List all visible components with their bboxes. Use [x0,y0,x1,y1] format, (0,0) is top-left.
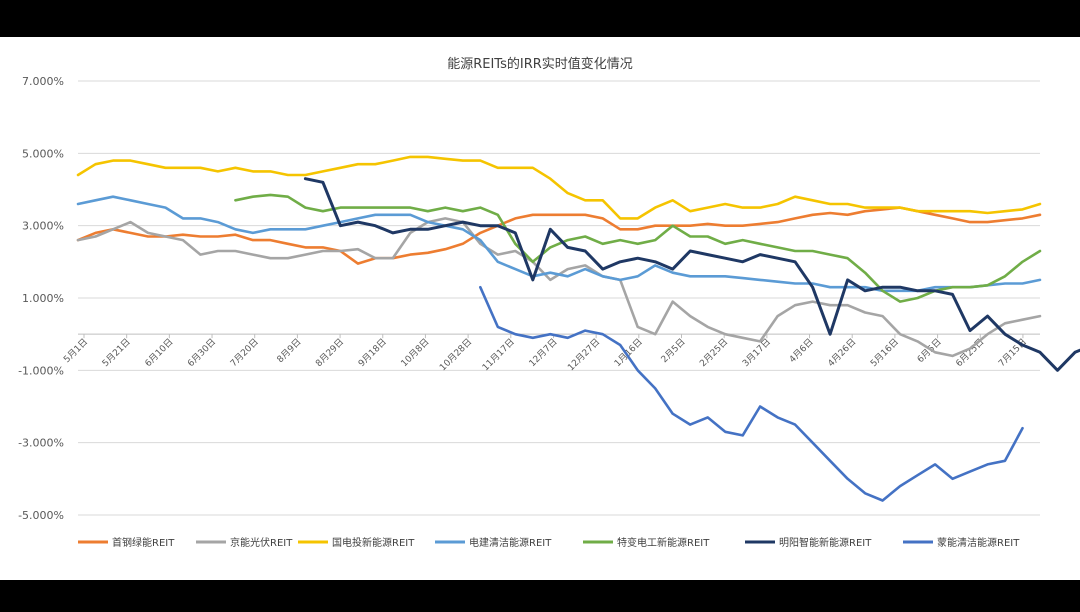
y-tick-label: -3.000% [18,437,64,450]
x-tick-label: 5月16日 [868,337,901,370]
series-line [76,195,1042,293]
x-tick-label: 7月20日 [228,337,261,370]
x-tick-label: 7月15日 [996,337,1029,370]
x-tick-label: 9月18日 [356,337,389,370]
legend-label: 首钢绿能REIT [112,536,175,549]
x-tick-label: 12月7日 [527,337,560,370]
legend-label: 明阳智能新能源REIT [779,536,872,549]
series-line [76,206,1042,265]
x-axis-ticks: 5月1日 5月21日 6月10日 6月30日 7月20日 8月9日 8月29日 9月18日 10… [62,333,1040,374]
y-tick-label: -1.000% [18,364,64,377]
y-tick-label: 3.000% [22,220,64,233]
x-tick-label: 12月27日 [566,337,603,374]
x-tick-label: 2月5日 [659,337,688,366]
chart-frame: 能源REITs的IRR实时值变化情况 7.000% 5.000% 3.000% 1.0… [0,37,1080,580]
x-tick-label: 10月28日 [438,337,475,374]
legend-label: 国电投新能源REIT [332,536,415,549]
x-tick-label: 11月17日 [480,337,517,374]
legend-label: 京能光伏REIT [230,536,293,549]
series-line [76,155,1042,220]
y-tick-label: 5.000% [22,147,64,160]
x-tick-label: 6月30日 [185,337,218,370]
legend: 首钢绿能REIT 京能光伏REIT 国电投新能源REIT 电建清洁能源REIT 特变电工… [78,536,1020,549]
series-line [234,193,1042,303]
x-tick-label: 4月6日 [787,337,816,366]
y-axis-ticks: 7.000% 5.000% 3.000% 1.000% -1.000% -3.000% -5… [18,75,64,522]
series-line [478,285,1024,502]
grid [78,80,1040,516]
x-tick-label: 8月29日 [314,337,347,370]
x-tick-label: 5月21日 [100,337,133,370]
x-tick-label: 5月1日 [62,337,91,366]
legend-label: 特变电工新能源REIT [617,536,710,549]
x-tick-label: 1月16日 [612,337,645,370]
legend-label: 电建清洁能源REIT [469,536,552,549]
legend-label: 蒙能清洁能源REIT [937,536,1020,549]
x-tick-label: 6月5日 [915,337,944,366]
line-chart: 能源REITs的IRR实时值变化情况 7.000% 5.000% 3.000% 1.0… [18,56,1080,549]
x-tick-label: 10月8日 [399,337,432,370]
x-tick-label: 2月25日 [698,337,731,370]
y-tick-label: 7.000% [22,75,64,88]
x-tick-label: 8月9日 [275,337,304,366]
series-line [303,177,1080,372]
x-tick-label: 4月26日 [826,337,859,370]
chart-title: 能源REITs的IRR实时值变化情况 [447,56,633,72]
x-tick-label: 6月10日 [143,337,176,370]
y-tick-label: -5.000% [18,509,64,522]
y-tick-label: 1.000% [22,292,64,305]
series-lines [76,155,1080,502]
